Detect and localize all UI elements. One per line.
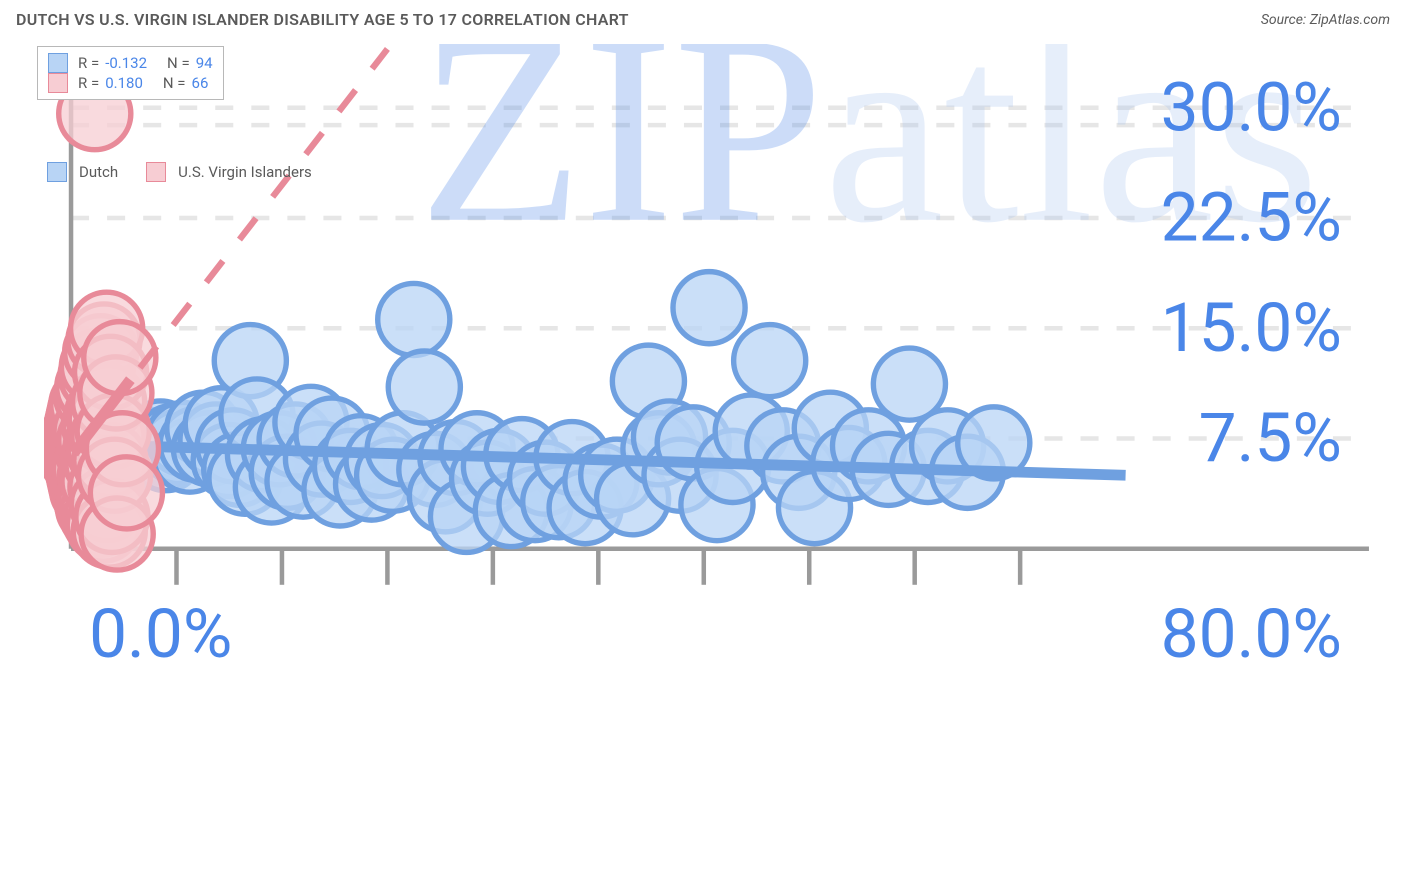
- chart-header: DUTCH VS U.S. VIRGIN ISLANDER DISABILITY…: [0, 0, 1406, 37]
- svg-text:80.0%: 80.0%: [1161, 594, 1342, 674]
- svg-text:0.0%: 0.0%: [89, 594, 232, 674]
- legend-row: R = -0.132 N = 94: [48, 53, 213, 73]
- legend-swatch: [146, 162, 166, 182]
- chart-title: DUTCH VS U.S. VIRGIN ISLANDER DISABILITY…: [16, 10, 629, 29]
- legend-item: Dutch: [47, 162, 118, 182]
- legend-label: Dutch: [79, 163, 118, 181]
- legend-swatch: [47, 162, 67, 182]
- r-label: R =: [78, 54, 99, 72]
- legend-label: U.S. Virgin Islanders: [178, 163, 312, 181]
- r-value: 0.180: [105, 74, 143, 92]
- source-label: Source: ZipAtlas.com: [1261, 12, 1390, 28]
- source-prefix: Source:: [1261, 12, 1310, 28]
- svg-text:15.0%: 15.0%: [1161, 288, 1342, 368]
- legend-item: U.S. Virgin Islanders: [146, 162, 312, 182]
- svg-text:22.5%: 22.5%: [1161, 178, 1342, 258]
- scatter-plot: ZIPatlas7.5%15.0%22.5%30.0%0.0%80.0%: [44, 44, 1396, 720]
- svg-text:7.5%: 7.5%: [1199, 398, 1342, 478]
- series-legend: Dutch U.S. Virgin Islanders: [47, 162, 312, 182]
- legend-row: R = 0.180 N = 66: [48, 73, 213, 93]
- n-value: 94: [196, 54, 213, 72]
- n-label: N =: [163, 74, 186, 92]
- r-value: -0.132: [105, 54, 147, 72]
- source-name: ZipAtlas.com: [1310, 12, 1390, 28]
- n-value: 66: [192, 74, 209, 92]
- svg-text:30.0%: 30.0%: [1161, 67, 1342, 147]
- legend-swatch: [48, 53, 68, 73]
- r-label: R =: [78, 74, 99, 92]
- legend-swatch: [48, 73, 68, 93]
- correlation-legend: R = -0.132 N = 94 R = 0.180 N = 66: [37, 46, 224, 100]
- n-label: N =: [167, 54, 190, 72]
